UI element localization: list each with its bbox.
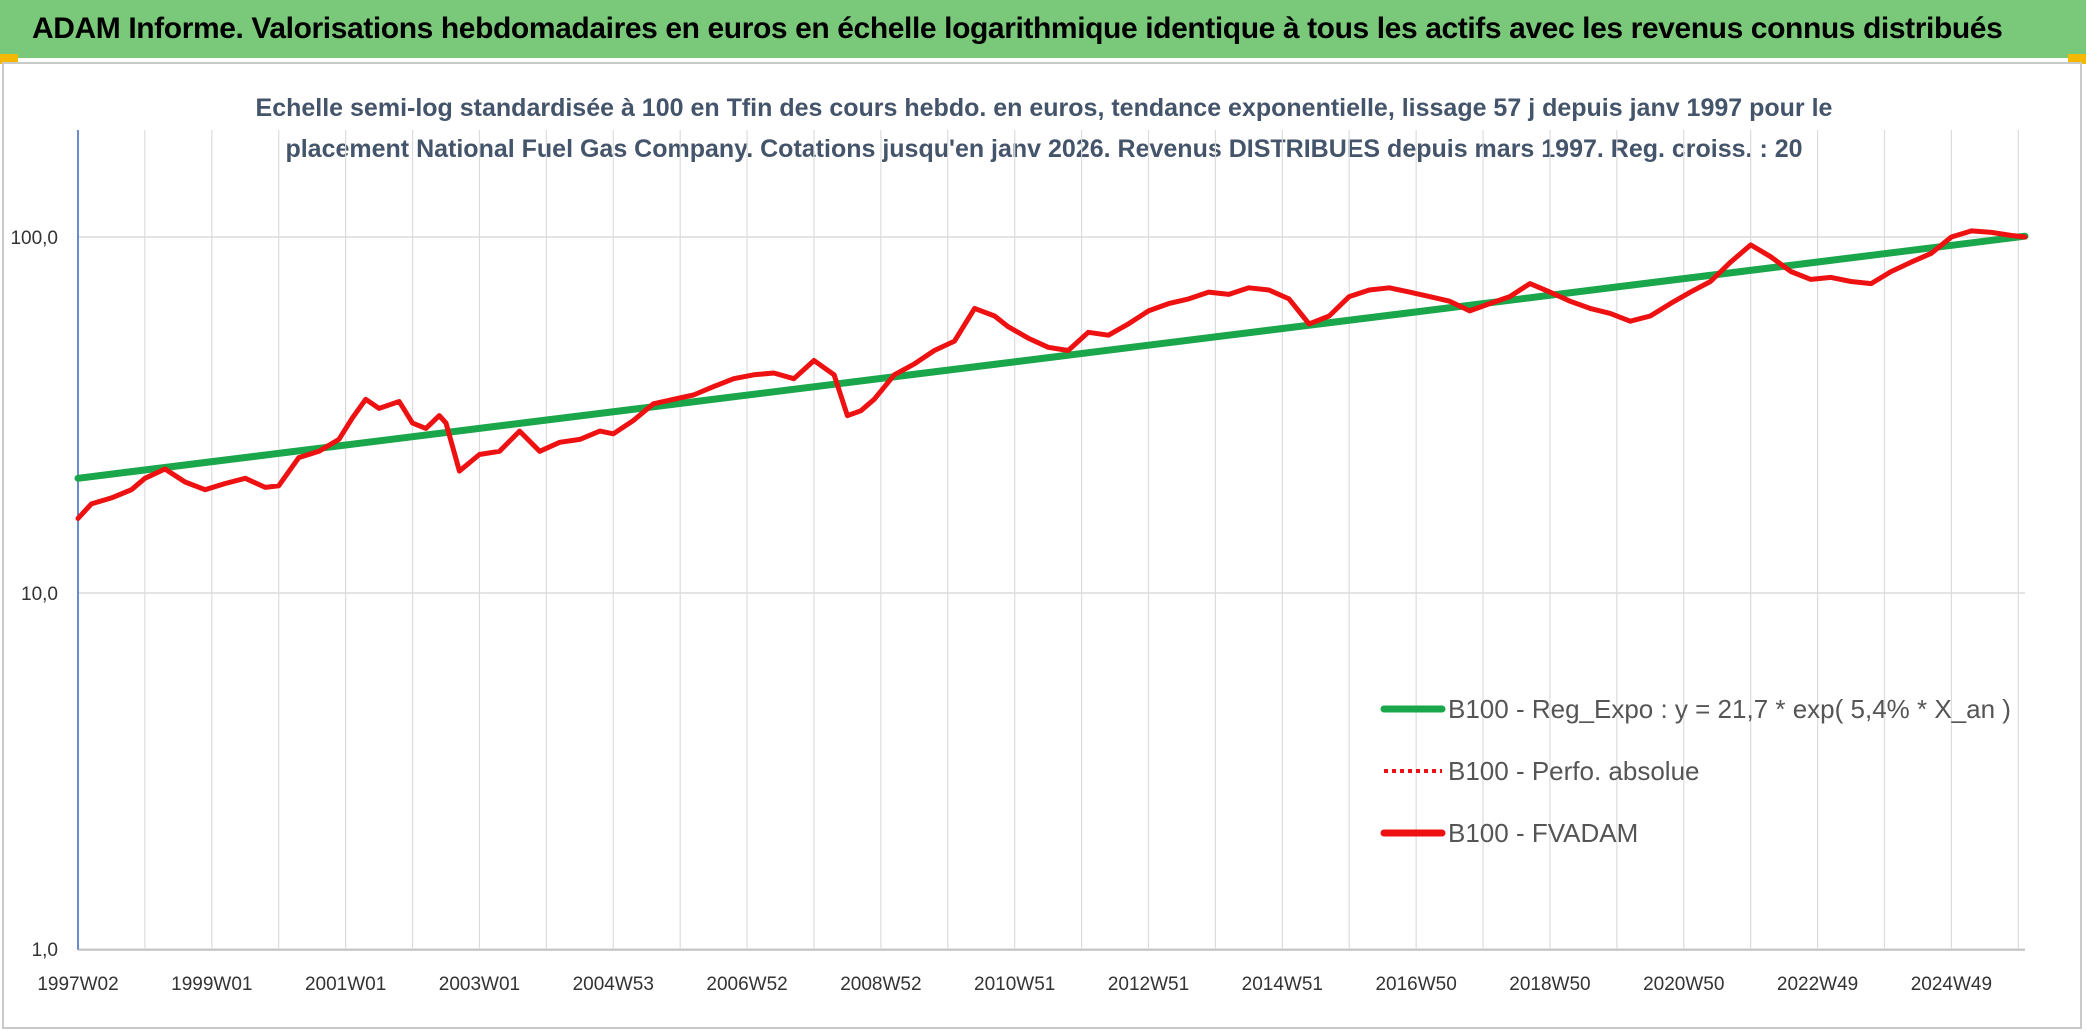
series-lines	[74, 228, 2029, 521]
x-tick-label: 2022W49	[1777, 974, 1858, 995]
x-tick-label: 2006W52	[706, 974, 787, 995]
x-tick-label: 2004W53	[573, 974, 654, 995]
x-tick-label: 2024W49	[1911, 974, 1992, 995]
corner-marker-left	[0, 54, 18, 64]
x-tick-label: 2014W51	[1242, 974, 1323, 995]
x-tick-label: 2008W52	[840, 974, 921, 995]
trend-line-reg-expo	[74, 232, 2029, 482]
axes: 100,0 10,0 1,0 1997W02 1999W01 2001W01 2003W01…	[10, 130, 2025, 995]
legend-label: B100 - Reg_Expo : y = 21,7 * exp( 5,4% *…	[1448, 694, 2011, 724]
chart-subtitle-line-1: Echelle semi-log standardisée à 100 en T…	[256, 94, 1833, 122]
legend-label: B100 - FVADAM	[1448, 818, 1638, 848]
x-tick-label: 2018W50	[1509, 974, 1590, 995]
report-title: ADAM Informe. Valorisations hebdomadaire…	[32, 12, 2003, 45]
y-tick-label: 1,0	[32, 940, 58, 961]
x-tick-label: 2001W01	[305, 974, 386, 995]
y-tick-label: 100,0	[10, 228, 58, 249]
chart-subtitle-line-2: placement National Fuel Gas Company. Cot…	[285, 135, 1802, 163]
chart-frame	[2, 62, 2082, 1029]
header-banner: ADAM Informe. Valorisations hebdomadaire…	[0, 0, 2086, 58]
x-tick-label: 2012W51	[1108, 974, 1189, 995]
x-tick-label: 1999W01	[171, 974, 252, 995]
x-tick-label: 2020W50	[1643, 974, 1724, 995]
y-tick-label: 10,0	[21, 584, 58, 605]
x-tick-label: 1997W02	[37, 974, 118, 995]
corner-marker-right	[2068, 54, 2086, 64]
legend: B100 - Reg_Expo : y = 21,7 * exp( 5,4% *…	[1380, 694, 2011, 848]
x-tick-label: 2003W01	[439, 974, 520, 995]
x-tick-label: 2010W51	[974, 974, 1055, 995]
gridlines	[77, 130, 2025, 950]
x-tick-label: 2016W50	[1375, 974, 1456, 995]
legend-label: B100 - Perfo. absolue	[1448, 756, 1700, 786]
series-line-fvadam	[75, 228, 2028, 521]
